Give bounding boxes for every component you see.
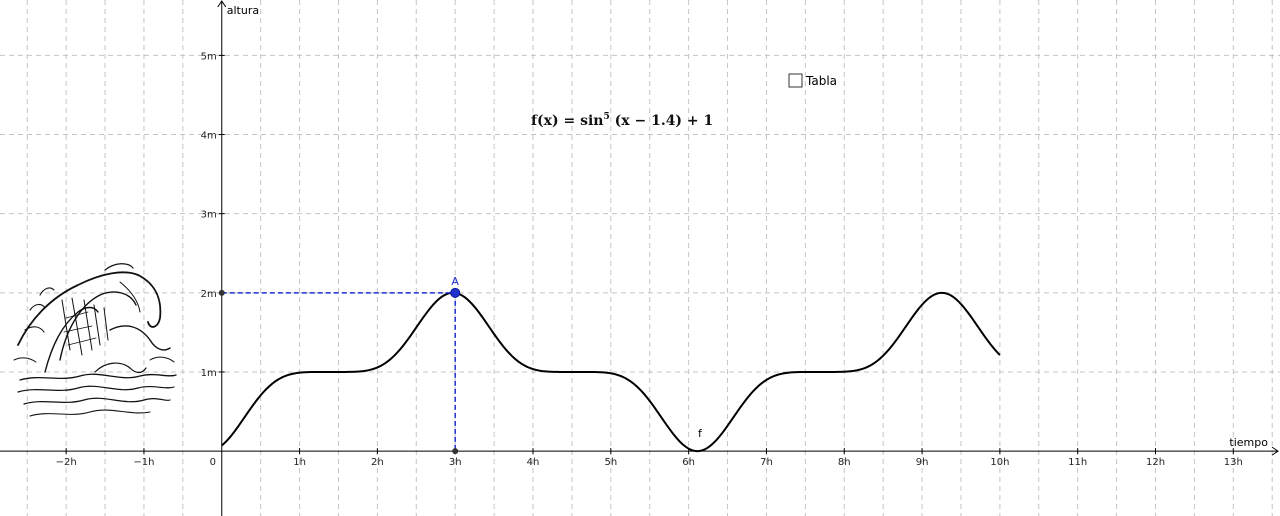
x-tick-label: 3h — [449, 457, 462, 468]
wave-stroke — [29, 409, 151, 417]
x-tick-label: 10h — [990, 457, 1009, 468]
x-tick-label: 0 — [210, 457, 216, 468]
y-tick-label: 5m — [201, 51, 217, 62]
wave-stroke — [17, 385, 175, 393]
checkbox-label: Tabla — [805, 74, 837, 88]
wave-stroke — [104, 263, 134, 271]
wave-stroke — [24, 326, 45, 333]
x-tick-label: 6h — [682, 457, 695, 468]
x-tick-label: 7h — [760, 457, 773, 468]
x-axis-label: tiempo — [1229, 436, 1268, 449]
wave-stroke — [109, 325, 171, 351]
formula-label: f(x) = sin5 (x − 1.4) + 1 — [531, 112, 713, 129]
wave-stroke — [94, 362, 147, 374]
point-a-y-projection — [218, 289, 225, 296]
svg-text:f(x) = sin5 (x − 1.4) + 1: f(x) = sin5 (x − 1.4) + 1 — [531, 112, 713, 129]
x-tick-label: 1h — [293, 457, 306, 468]
x-tick-label: −1h — [133, 457, 154, 468]
y-axis-label: altura — [227, 4, 259, 17]
wave-stroke — [29, 287, 55, 311]
wave-stroke — [44, 306, 99, 373]
x-tick-label: 13h — [1224, 457, 1243, 468]
x-tick-label: 5h — [604, 457, 617, 468]
formula-prefix: f(x) = sin — [531, 113, 603, 129]
y-axis-arrow — [217, 0, 227, 8]
x-tick-label: −2h — [56, 457, 77, 468]
wave-illustration — [13, 263, 177, 417]
wave-stroke — [13, 356, 175, 363]
wave-stroke — [61, 297, 109, 356]
y-tick-label: 4m — [201, 131, 217, 142]
formula-suffix: (x − 1.4) + 1 — [610, 113, 714, 129]
point-a-label: A — [451, 275, 459, 288]
x-axis-arrow — [1271, 446, 1279, 456]
checkbox-box[interactable] — [788, 73, 803, 88]
x-tick-label: 12h — [1146, 457, 1165, 468]
tabla-checkbox[interactable]: Tabla — [788, 73, 837, 88]
wave-stroke — [23, 397, 171, 405]
y-tick-label: 1m — [201, 368, 217, 379]
x-tick-label: 8h — [838, 457, 851, 468]
wave-stroke — [119, 281, 141, 313]
x-tick-label: 11h — [1068, 457, 1087, 468]
point-a[interactable] — [450, 287, 461, 298]
wave-stroke — [17, 271, 162, 346]
y-tick-label: 3m — [201, 210, 217, 221]
wave-stroke — [59, 291, 137, 361]
x-tick-label: 4h — [527, 457, 540, 468]
function-label: f — [698, 427, 703, 440]
x-tick-label: 2h — [371, 457, 384, 468]
x-tick-label: 9h — [916, 457, 929, 468]
formula-exponent: 5 — [603, 112, 609, 122]
wave-stroke — [19, 373, 177, 381]
function-curve-f — [221, 291, 1001, 453]
y-tick-labels: 1m 2m 3m 4m 5m — [201, 51, 225, 379]
point-a-x-projection — [452, 448, 459, 455]
x-tick-labels: −2h −1h 0 1h 2h 3h 4h 5h 6h 7h 8h 9h 10h 11h 12h 13h — [56, 448, 1243, 468]
y-tick-label: 2m — [201, 289, 217, 300]
wave-stroke — [63, 311, 97, 346]
